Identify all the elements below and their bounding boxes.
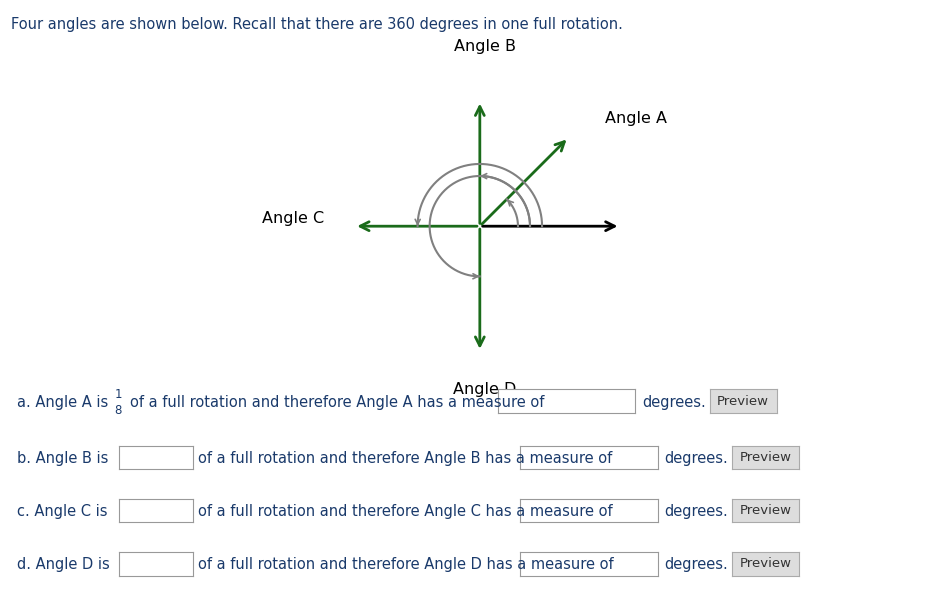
Text: of a full rotation and therefore Angle C has a measure of: of a full rotation and therefore Angle C…: [198, 504, 612, 519]
Text: Preview: Preview: [739, 557, 791, 570]
Text: Angle D: Angle D: [453, 382, 516, 397]
Text: Four angles are shown below. Recall that there are 360 degrees in one full rotat: Four angles are shown below. Recall that…: [11, 17, 623, 31]
Text: degrees.: degrees.: [641, 395, 705, 410]
Text: d. Angle D is: d. Angle D is: [17, 557, 114, 573]
Text: Angle C: Angle C: [262, 210, 324, 226]
Text: c. Angle C is: c. Angle C is: [17, 504, 111, 519]
Text: Angle A: Angle A: [604, 111, 666, 126]
Text: degrees.: degrees.: [664, 451, 728, 466]
Text: Preview: Preview: [739, 504, 791, 517]
Text: Preview: Preview: [716, 395, 768, 408]
Text: a. Angle A is: a. Angle A is: [17, 395, 112, 410]
Text: of a full rotation and therefore Angle B has a measure of: of a full rotation and therefore Angle B…: [198, 451, 612, 466]
Text: of a full rotation and therefore Angle A has a measure of: of a full rotation and therefore Angle A…: [130, 395, 544, 410]
Text: Angle B: Angle B: [454, 38, 515, 54]
Text: Preview: Preview: [739, 451, 791, 464]
Text: degrees.: degrees.: [664, 504, 728, 519]
Text: 8: 8: [114, 404, 122, 417]
Text: 1: 1: [114, 388, 122, 401]
Text: b. Angle B is: b. Angle B is: [17, 451, 112, 466]
Text: of a full rotation and therefore Angle D has a measure of: of a full rotation and therefore Angle D…: [198, 557, 612, 573]
Text: degrees.: degrees.: [664, 557, 728, 573]
